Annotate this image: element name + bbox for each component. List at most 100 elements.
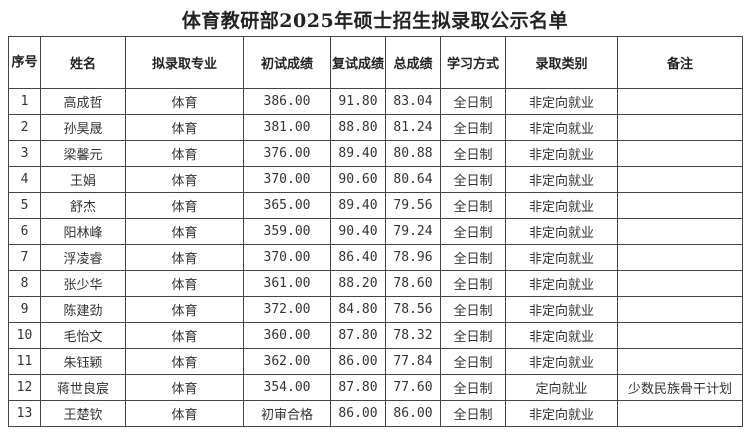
cell-name: 王娟 — [40, 166, 126, 193]
cell-prelim-score: 365.00 — [243, 192, 331, 219]
cell-remarks — [617, 88, 743, 115]
cell-prelim-score: 359.00 — [243, 218, 331, 245]
cell-name: 蒋世良宸 — [40, 374, 126, 401]
cell-prelim-score: 370.00 — [243, 244, 331, 271]
cell-study-mode: 全日制 — [440, 244, 506, 271]
cell-seq: 5 — [8, 192, 41, 219]
table-row: 4 王娟 体育 370.00 90.60 80.64 全日制 非定向就业 — [8, 166, 743, 193]
table-row: 12 蒋世良宸 体育 354.00 87.80 77.60 全日制 定向就业 少数民族骨干计划 — [8, 374, 743, 401]
cell-name: 朱钰颖 — [40, 348, 126, 375]
cell-prelim-score: 386.00 — [243, 88, 331, 115]
header-seq: 序号 — [8, 36, 41, 89]
cell-retest-score: 90.60 — [330, 166, 386, 193]
table-row: 7 浮凌睿 体育 370.00 86.40 78.96 全日制 非定向就业 — [8, 244, 743, 271]
cell-seq: 12 — [8, 374, 41, 401]
table-row: 11 朱钰颖 体育 362.00 86.00 77.84 全日制 非定向就业 — [8, 348, 743, 375]
cell-major: 体育 — [125, 88, 244, 115]
cell-admission-type: 非定向就业 — [505, 166, 618, 193]
cell-retest-score: 90.40 — [330, 218, 386, 245]
table-row: 5 舒杰 体育 365.00 89.40 79.56 全日制 非定向就业 — [8, 192, 743, 219]
cell-seq: 11 — [8, 348, 41, 375]
cell-retest-score: 86.00 — [330, 400, 386, 427]
cell-remarks — [617, 114, 743, 141]
cell-total-score: 78.32 — [385, 322, 441, 349]
header-name: 姓名 — [40, 36, 126, 89]
cell-remarks — [617, 322, 743, 349]
cell-admission-type: 非定向就业 — [505, 114, 618, 141]
cell-remarks — [617, 244, 743, 271]
header-prelim-score: 初试成绩 — [243, 36, 331, 89]
cell-major: 体育 — [125, 140, 244, 167]
header-total-score: 总成绩 — [385, 36, 441, 89]
cell-prelim-score: 361.00 — [243, 270, 331, 297]
cell-name: 王楚钦 — [40, 400, 126, 427]
cell-seq: 4 — [8, 166, 41, 193]
cell-study-mode: 全日制 — [440, 114, 506, 141]
cell-remarks — [617, 192, 743, 219]
cell-study-mode: 全日制 — [440, 270, 506, 297]
cell-major: 体育 — [125, 270, 244, 297]
cell-remarks: 少数民族骨干计划 — [617, 374, 743, 401]
cell-retest-score: 87.80 — [330, 374, 386, 401]
cell-total-score: 80.64 — [385, 166, 441, 193]
cell-prelim-score: 354.00 — [243, 374, 331, 401]
cell-remarks — [617, 218, 743, 245]
cell-name: 梁馨元 — [40, 140, 126, 167]
cell-admission-type: 非定向就业 — [505, 348, 618, 375]
cell-retest-score: 86.40 — [330, 244, 386, 271]
cell-study-mode: 全日制 — [440, 88, 506, 115]
cell-retest-score: 88.20 — [330, 270, 386, 297]
cell-retest-score: 84.80 — [330, 296, 386, 323]
cell-study-mode: 全日制 — [440, 348, 506, 375]
table-row: 2 孙昊晟 体育 381.00 88.80 81.24 全日制 非定向就业 — [8, 114, 743, 141]
cell-remarks — [617, 270, 743, 297]
cell-seq: 8 — [8, 270, 41, 297]
cell-major: 体育 — [125, 114, 244, 141]
cell-name: 浮凌睿 — [40, 244, 126, 271]
cell-study-mode: 全日制 — [440, 400, 506, 427]
cell-major: 体育 — [125, 400, 244, 427]
cell-total-score: 77.60 — [385, 374, 441, 401]
header-major: 拟录取专业 — [125, 36, 244, 89]
table-row: 3 梁馨元 体育 376.00 89.40 80.88 全日制 非定向就业 — [8, 140, 743, 167]
cell-major: 体育 — [125, 296, 244, 323]
page-title: 体育教研部2025年硕士招生拟录取公示名单 — [181, 10, 569, 32]
header-retest-score: 复试成绩 — [330, 36, 386, 89]
table-row: 6 阳林峰 体育 359.00 90.40 79.24 全日制 非定向就业 — [8, 218, 743, 245]
cell-remarks — [617, 348, 743, 375]
admission-table: 序号 姓名 拟录取专业 初试成绩 复试成绩 总成绩 学习方式 录取类别 备注 1 高成哲 体育 386… — [8, 36, 743, 427]
header-remarks: 备注 — [617, 36, 743, 89]
cell-seq: 3 — [8, 140, 41, 167]
table-row: 10 毛怡文 体育 360.00 87.80 78.32 全日制 非定向就业 — [8, 322, 743, 349]
cell-major: 体育 — [125, 218, 244, 245]
cell-study-mode: 全日制 — [440, 322, 506, 349]
cell-admission-type: 非定向就业 — [505, 270, 618, 297]
cell-admission-type: 非定向就业 — [505, 192, 618, 219]
table-row: 9 陈建劲 体育 372.00 84.80 78.56 全日制 非定向就业 — [8, 296, 743, 323]
cell-total-score: 78.56 — [385, 296, 441, 323]
cell-study-mode: 全日制 — [440, 296, 506, 323]
cell-prelim-score: 376.00 — [243, 140, 331, 167]
table-row: 13 王楚钦 体育 初审合格 86.00 86.00 全日制 非定向就业 — [8, 400, 743, 427]
cell-admission-type: 非定向就业 — [505, 400, 618, 427]
header-study-mode: 学习方式 — [440, 36, 506, 89]
cell-study-mode: 全日制 — [440, 192, 506, 219]
table-row: 8 张少华 体育 361.00 88.20 78.60 全日制 非定向就业 — [8, 270, 743, 297]
cell-seq: 2 — [8, 114, 41, 141]
cell-major: 体育 — [125, 192, 244, 219]
cell-name: 毛怡文 — [40, 322, 126, 349]
cell-study-mode: 全日制 — [440, 374, 506, 401]
cell-admission-type: 非定向就业 — [505, 88, 618, 115]
cell-name: 孙昊晟 — [40, 114, 126, 141]
cell-major: 体育 — [125, 374, 244, 401]
cell-prelim-score: 初审合格 — [243, 400, 331, 427]
cell-name: 高成哲 — [40, 88, 126, 115]
cell-seq: 10 — [8, 322, 41, 349]
table-header-row: 序号 姓名 拟录取专业 初试成绩 复试成绩 总成绩 学习方式 录取类别 备注 — [8, 36, 743, 89]
cell-study-mode: 全日制 — [440, 140, 506, 167]
cell-seq: 13 — [8, 400, 41, 427]
cell-total-score: 78.60 — [385, 270, 441, 297]
cell-seq: 9 — [8, 296, 41, 323]
cell-seq: 6 — [8, 218, 41, 245]
cell-retest-score: 88.80 — [330, 114, 386, 141]
